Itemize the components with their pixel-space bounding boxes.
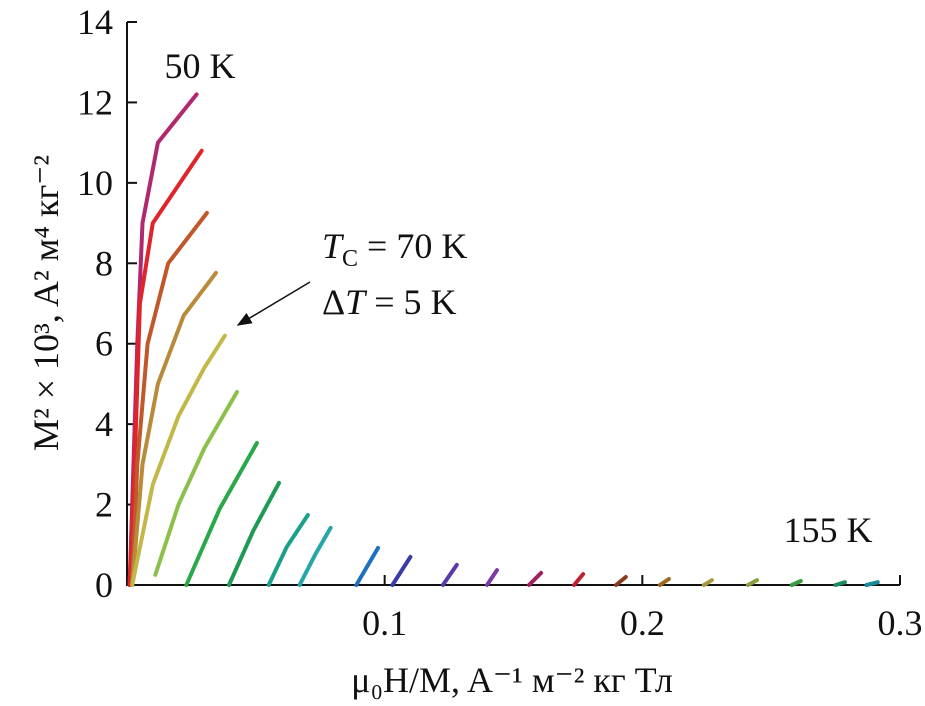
series-line <box>297 525 333 587</box>
series-line <box>789 579 803 587</box>
annotation: 50 K <box>165 46 236 86</box>
x-axis-title: μ₀H/M, A⁻¹ м⁻² кг Тл <box>351 660 673 700</box>
y-tick-label: 14 <box>77 2 113 42</box>
series-line <box>657 577 671 587</box>
y-tick-label: 0 <box>95 565 113 605</box>
annotation-part: T <box>345 282 368 322</box>
y-tick-label: 8 <box>95 243 113 283</box>
annotation-part: C <box>342 246 358 272</box>
annotation-part: Δ <box>322 282 345 322</box>
series-line <box>130 333 227 587</box>
series-line <box>130 270 218 587</box>
axes <box>126 22 900 586</box>
annotation-arrow <box>236 281 311 326</box>
series-line <box>864 580 880 587</box>
series-line <box>227 480 281 587</box>
x-tick-label: 0.2 <box>620 603 665 643</box>
series-line <box>184 441 259 587</box>
x-tick-label: 0.1 <box>362 603 407 643</box>
series-line <box>130 211 209 587</box>
series-line <box>390 554 413 587</box>
series-line <box>614 575 628 587</box>
series-line <box>153 390 239 577</box>
annotation-part: = 70 K <box>358 226 467 266</box>
series-line <box>354 546 380 587</box>
y-tick-label: 12 <box>77 82 113 122</box>
series-line <box>701 578 714 587</box>
y-tick-label: 10 <box>77 163 113 203</box>
series-line <box>440 562 459 587</box>
series-line <box>485 568 499 587</box>
y-tick-label: 6 <box>95 324 113 364</box>
y-tick-label: 2 <box>95 485 113 525</box>
series-line <box>127 148 204 587</box>
series-line <box>833 580 847 587</box>
y-axis-title: M² × 10³, A² м⁴ кг⁻² <box>26 155 66 451</box>
series-line <box>266 513 310 587</box>
annotation: 155 K <box>784 510 873 550</box>
y-tick-label: 4 <box>95 404 113 444</box>
series-line <box>746 578 759 587</box>
annotation: TC = 70 K <box>322 226 467 272</box>
annotation-part: = 5 K <box>365 282 456 322</box>
series-line <box>527 570 544 587</box>
x-tick-label: 0.3 <box>878 603 923 643</box>
annotation: ΔT = 5 K <box>322 282 457 322</box>
annotation-part: T <box>322 226 345 266</box>
series-line <box>572 572 586 587</box>
